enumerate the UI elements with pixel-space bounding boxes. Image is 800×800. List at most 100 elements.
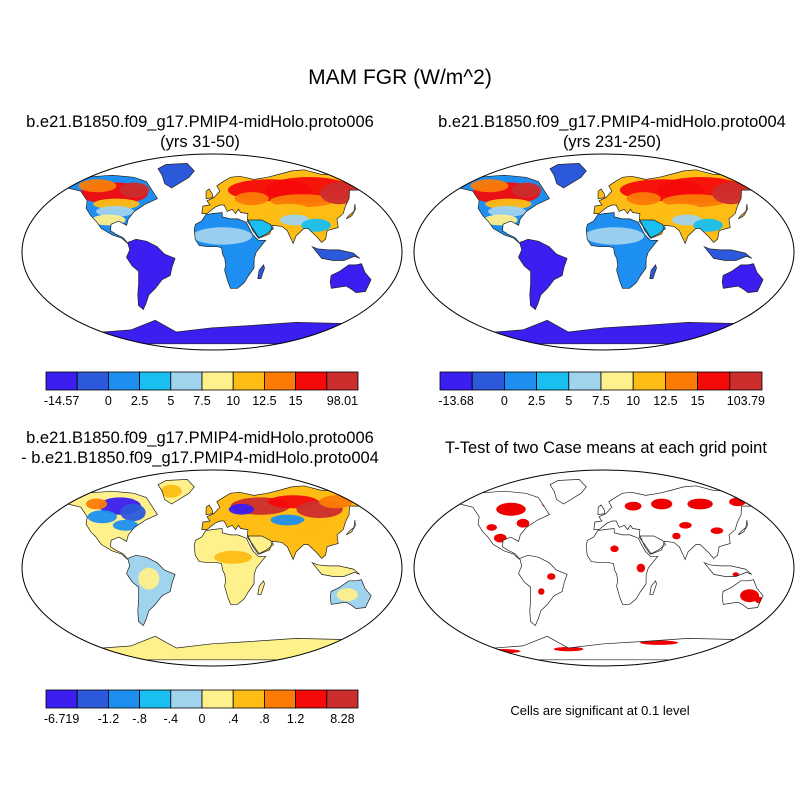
colorbar-tick-label: 7.5 (193, 394, 210, 408)
significant-cells (496, 502, 526, 516)
field-region (91, 214, 126, 226)
coastline (721, 263, 764, 293)
significant-cells (636, 563, 646, 573)
coastline (201, 169, 383, 245)
field-region (93, 198, 140, 210)
coastline (157, 479, 195, 505)
field-region (298, 519, 329, 531)
significant-cells (740, 589, 760, 603)
landmass-arabia (248, 220, 274, 239)
panel-title-line1: b.e21.B1850.f09_g17.PMIP4-midHolo.proto0… (26, 429, 374, 447)
coastline (126, 554, 176, 627)
landmass-madagascar (649, 264, 657, 279)
significant-cells (547, 573, 556, 580)
coastline (738, 519, 748, 536)
colorbar-tick-label: 8.28 (330, 712, 354, 726)
landmass-samerica (126, 555, 176, 626)
field-region (87, 510, 117, 524)
field-region (301, 218, 331, 232)
landmass-greenland (550, 163, 587, 188)
field-region (336, 588, 358, 602)
coastline (157, 163, 195, 189)
coastline (639, 219, 667, 239)
colorbar-swatch (45, 689, 78, 709)
landmass-greenland (158, 163, 195, 188)
field-region (483, 214, 518, 226)
colorbar-swatch (201, 689, 234, 709)
map-proto006 (21, 153, 403, 351)
coastline (446, 174, 550, 244)
landmass-madagascar (257, 580, 265, 595)
colorbar-tick-label: 0 (501, 394, 508, 408)
map-content (49, 479, 395, 661)
field-region (223, 246, 254, 269)
coastline (329, 579, 372, 609)
colorbar-swatch (295, 689, 328, 709)
coastline (193, 212, 267, 289)
landmass-indonesia (312, 246, 360, 261)
colorbar-tick-label: 10 (626, 394, 640, 408)
landmass-namerica (446, 491, 550, 560)
significant-cells (553, 646, 584, 652)
colorbar-tick-label: 0 (105, 394, 112, 408)
coastline (346, 519, 356, 536)
field-region (488, 206, 526, 217)
map-content (49, 163, 395, 345)
coastline (593, 485, 775, 561)
colorbar-tick-label: -6.719 (44, 712, 79, 726)
landmass-uk (206, 189, 213, 199)
colorbar-tick-label: -.4 (164, 712, 179, 726)
landmass-indonesia (704, 246, 752, 261)
figure-title: MAM FGR (W/m^2) (308, 66, 492, 89)
coastline (446, 490, 550, 560)
colorbar-swatch (536, 371, 570, 391)
significant-cells (542, 500, 551, 508)
field-region (112, 519, 139, 531)
field-region (615, 246, 646, 269)
colorbar-swatch (232, 689, 265, 709)
field-region (119, 182, 150, 198)
colorbar-swatch (697, 371, 731, 391)
field-region (511, 182, 542, 198)
panel-title-line1: T-Test of two Case means at each grid po… (445, 439, 767, 457)
coastline (54, 490, 158, 560)
colorbar-tick-label: 12.5 (252, 394, 276, 408)
landmass-uk (598, 505, 605, 515)
landmass-indonesia (312, 562, 360, 577)
panel-title-line2: - b.e21.B1850.f09_g17.PMIP4-midHolo.prot… (21, 449, 379, 467)
landmass-antarctica (442, 320, 766, 344)
coastline (597, 504, 606, 516)
significance-note: Cells are significant at 0.1 level (510, 703, 690, 718)
landmass-arabia (640, 536, 666, 555)
field-region (727, 270, 762, 288)
colorbar-swatch (45, 371, 78, 391)
colorbar-swatch (76, 689, 109, 709)
significant-cells (672, 532, 681, 540)
field-region (659, 203, 702, 215)
colorbar-swatch (108, 371, 141, 391)
colorbar-swatch (108, 689, 141, 709)
colorbar-swatch (139, 689, 172, 709)
coastline (54, 174, 158, 244)
map-proto004 (413, 153, 795, 351)
colorbar-tick-label: -14.57 (44, 394, 79, 408)
landmass-arabia (248, 536, 274, 555)
field-region (85, 646, 339, 656)
field-region (626, 192, 661, 206)
panel-title-line1: b.e21.B1850.f09_g17.PMIP4-midHolo.proto0… (438, 113, 786, 131)
coastline (549, 163, 587, 189)
significant-cells (516, 518, 530, 528)
significant-cells (687, 498, 713, 510)
field-region (531, 245, 561, 281)
colorbar-tick-label: .4 (228, 712, 238, 726)
colorbar-swatch (201, 371, 234, 391)
colorbar-swatch (632, 371, 666, 391)
coastline (549, 479, 587, 505)
colorbar-swatch (232, 371, 265, 391)
colorbar-swatch (471, 371, 505, 391)
landmass-uk (598, 189, 605, 199)
panel-title-proto006: b.e21.B1850.f09_g17.PMIP4-midHolo.proto0… (0, 112, 400, 152)
coastline (597, 188, 606, 200)
coastline (703, 561, 752, 577)
coastline (329, 263, 372, 293)
